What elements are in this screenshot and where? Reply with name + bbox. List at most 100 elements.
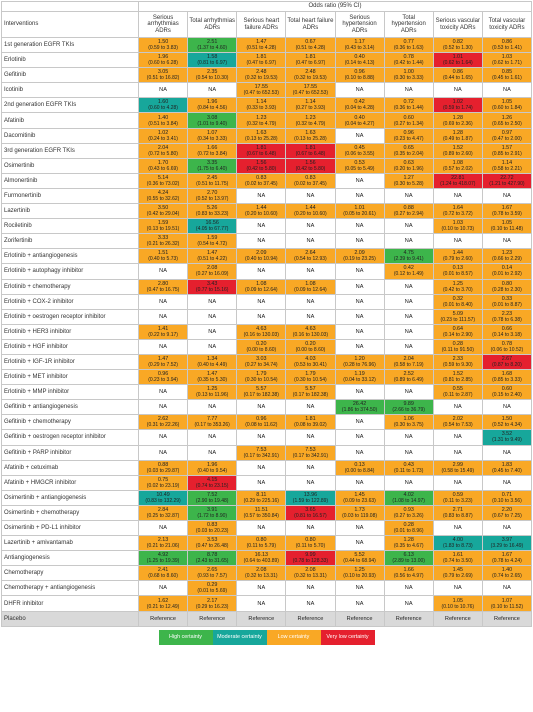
odds-ratio-value: 0.96 [354,69,365,76]
odds-ratio-value: 4.92 [157,552,169,559]
confidence-interval: (0.47 to 26.48) [195,543,229,550]
odds-ratio-value: 2.80 [157,280,169,287]
odds-ratio-cell: 1.07 (0.34 to 3.33) [187,127,238,144]
odds-ratio-cell: 1.01 (0.62 to 1.64) [432,52,483,69]
confidence-interval: (2.89 to 13.00) [392,558,425,565]
table-row: Erlotinib + oestrogen receptor inhibitor… [1,308,533,325]
cell-text: NA [404,585,413,592]
odds-ratio-value: 17.55 [254,84,269,91]
odds-ratio-cell: NA [137,399,189,416]
confidence-interval: (0.51 to 3.84) [148,120,178,127]
cell-text: NA [355,540,364,547]
odds-ratio-cell: NA [432,187,483,205]
odds-ratio-value: 0.63 [403,159,414,166]
odds-ratio-value: 0.80 [256,537,267,544]
confidence-interval: (0.06 to 3.55) [344,150,375,157]
confidence-interval: (0.93 to 7.57) [197,573,228,580]
odds-ratio-value: 1.34 [206,356,218,363]
confidence-interval: (0.14 to 3.18) [492,331,522,338]
confidence-interval: (0.64 to 403.89) [243,558,279,565]
odds-ratio-cell: 0.83 (0.02 to 37.45) [236,172,287,189]
odds-ratio-value: 0.53 [354,159,365,166]
cell-text: NA [257,192,266,199]
odds-ratio-value: 1.66 [403,567,414,574]
odds-ratio-cell: 1.73 (0.03 to 119.08) [334,504,385,522]
cell-text: NA [453,87,462,94]
odds-ratio-cell: NA [285,595,336,612]
cell-text: NA [503,404,511,411]
odds-ratio-value: 1.81 [256,144,267,151]
odds-ratio-cell: 1.81 (0.67 to 6.48) [285,142,336,159]
odds-ratio-cell: NA [187,293,238,310]
odds-ratio-cell: 0.28 (0.11 to 91.50) [432,338,483,355]
odds-ratio-value: 1.68 [501,371,513,378]
odds-ratio-cell: NA [137,519,189,537]
confidence-interval: (0.44 to 1.65) [442,75,473,82]
odds-ratio-cell: 1.08 (0.09 to 12.64) [285,278,336,295]
odds-ratio-cell: 1.96 (0.84 to 4.56) [187,97,238,114]
odds-ratio-value: 4.02 [403,491,414,498]
odds-ratio-cell: 8.11 (0.29 to 225.16) [236,489,287,506]
table-row: Icotinib NA NA 17.55 (0.47 to 652.53) 17.55 (0… [1,82,533,99]
intervention-label: Erlotinib + IGF-1R inhibitor [1,353,139,371]
confidence-interval: (0.20 to 10.60) [245,211,278,218]
intervention-label: Chemotherapy + antiangiogenesis [1,580,139,597]
odds-ratio-cell: 0.32 (0.01 to 8.40) [432,293,483,310]
confidence-interval: (1.24 to 418.07) [440,180,476,187]
odds-ratio-cell: 0.80 (0.11 to 5.70) [285,535,336,552]
confidence-interval: (0.27 to 34.74) [245,362,278,369]
odds-ratio-value: 0.75 [157,476,169,483]
odds-ratio-value: 0.65 [403,144,414,151]
odds-ratio-cell: NA [481,444,533,461]
odds-ratio-cell: 1.01 (0.05 to 20.61) [334,203,385,220]
odds-ratio-cell: 4.75 (2.39 to 9.41) [383,248,434,265]
odds-ratio-cell: 0.42 (0.04 to 4.28) [334,97,385,114]
odds-ratio-value: 1.79 [305,371,316,378]
odds-ratio-cell: 2.09 (0.19 to 23.25) [334,248,385,265]
odds-ratio-value: 4.24 [157,189,169,196]
intervention-label: Gefitinib + chemotherapy [1,414,139,431]
odds-ratio-value: 7.52 [206,491,218,498]
confidence-interval: (0.13 to 19.51) [146,226,180,233]
odds-ratio-cell: 1.02 (0.59 to 1.74) [432,97,483,114]
confidence-interval: (0.10 to 20.93) [343,573,376,580]
confidence-interval: (0.19 to 23.25) [343,256,376,263]
confidence-interval: (0.02 to 23.19) [146,482,180,489]
cell-text: Reference [494,615,520,622]
confidence-interval: (0.30 to 5.28) [393,180,424,187]
odds-ratio-value: 6.13 [403,552,414,559]
odds-ratio-cell: 6.13 (2.89 to 13.00) [383,550,434,567]
intervention-label: Osimertinib + PD-L1 inhibitor [1,519,139,537]
odds-ratio-value: 2.09 [256,250,267,257]
odds-ratio-cell: 2.35 (0.54 to 10.30) [187,67,238,84]
odds-ratio-cell: 17.55 (0.47 to 652.53) [285,82,336,99]
odds-ratio-cell: 0.96 (0.10 to 8.88) [334,67,385,84]
table-row: Gefitinib + chemotherapy 2.62 (0.31 to 22.… [1,414,533,431]
odds-ratio-value: 1.57 [501,144,513,151]
odds-ratio-value: 0.80 [305,537,316,544]
odds-ratio-value: 0.82 [452,39,464,46]
cell-text: NA [404,238,413,245]
confidence-interval: (0.05 to 20.61) [343,211,376,218]
odds-ratio-value: 1.81 [305,54,316,61]
cell-text: NA [404,87,413,94]
odds-ratio-value: 0.60 [501,386,513,393]
confidence-interval: (0.81 to 16.57) [294,512,327,519]
odds-ratio-value: 0.55 [452,386,464,393]
odds-ratio-cell: 11.51 (0.57 to 350.84) [236,504,287,522]
confidence-interval: (0.58 to 7.19) [393,362,424,369]
odds-ratio-cell: 1.34 (0.40 to 4.49) [187,353,238,371]
confidence-interval: (0.10 to 3.56) [492,497,522,504]
odds-ratio-cell: 1.47 (0.51 to 4.22) [187,248,238,265]
odds-ratio-cell: 3.52 (1.31 to 9.49) [481,429,533,446]
odds-ratio-cell: NA [236,308,287,325]
confidence-interval: (0.11 to 2.87) [443,392,473,399]
odds-ratio-cell: 2.99 (0.58 to 15.49) [432,459,483,476]
cell-text: NA [503,449,511,456]
odds-ratio-cell: NA [334,519,385,537]
confidence-interval: (0.11 to 3.23) [443,497,473,504]
table-row: Gefitinib + oestrogen receptor inhibitor… [1,429,533,446]
odds-ratio-cell: 0.65 (0.35 to 2.04) [383,142,434,159]
odds-ratio-value: 2.04 [403,356,414,363]
confidence-interval: (0.29 to 225.16) [243,497,279,504]
